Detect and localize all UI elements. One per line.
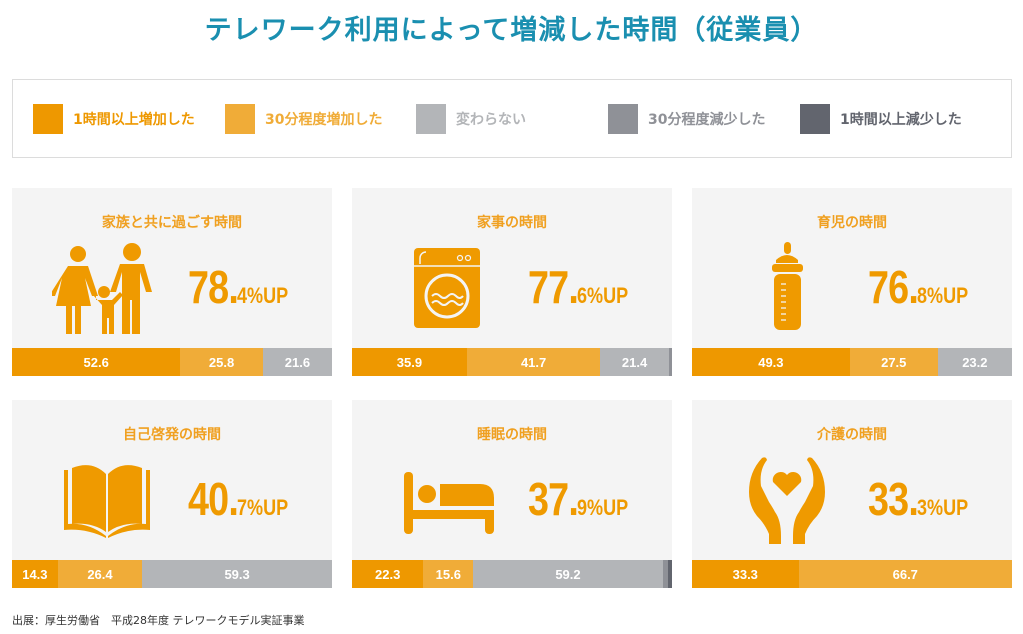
bar-seg-unchanged: 21.6 bbox=[262, 348, 332, 376]
bar-seg-decrease-1h bbox=[667, 560, 672, 588]
legend-item-increase-30m: 30分程度増加した bbox=[225, 104, 382, 134]
legend-label: 1時間以上増加した bbox=[73, 112, 195, 128]
legend-swatch bbox=[416, 104, 446, 134]
bar-seg-increase-30m: 15.6 bbox=[423, 560, 474, 588]
legend: 1時間以上増加した 30分程度増加した 変わらない 30分程度減少した 1時間以… bbox=[12, 79, 1012, 158]
card-housework-time: 家事の時間 77.6%UP 35.9 41.7 21.4 bbox=[352, 188, 672, 376]
legend-swatch bbox=[608, 104, 638, 134]
card-title: 家事の時間 bbox=[477, 215, 547, 231]
bar-seg-increase-1h: 22.3 bbox=[352, 560, 424, 588]
card-childcare-time: 育児の時間 76.8%UP 49.3 27.5 23.2 bbox=[692, 188, 1012, 376]
caring-hands-heart-icon bbox=[732, 454, 842, 546]
legend-label: 1時間以上減少した bbox=[840, 112, 962, 128]
source-note: 出展：厚生労働省 平成28年度 テレワークモデル実証事業 bbox=[12, 614, 305, 627]
card-sleep-time: 睡眠の時間 37.9%UP 22.3 15.6 59.2 bbox=[352, 400, 672, 588]
stat-value: 33.3%UP bbox=[868, 473, 969, 525]
card-nursing-care-time: 介護の時間 33.3%UP 33.3 66.7 bbox=[692, 400, 1012, 588]
bed-icon bbox=[392, 454, 502, 546]
bar-seg-decrease-30m bbox=[668, 348, 672, 376]
stat-value: 78.4%UP bbox=[188, 261, 289, 313]
stat-value: 37.9%UP bbox=[528, 473, 629, 525]
stacked-bar: 35.9 41.7 21.4 bbox=[352, 348, 672, 376]
legend-swatch bbox=[225, 104, 255, 134]
bar-seg-unchanged: 21.4 bbox=[600, 348, 669, 376]
stacked-bar: 33.3 66.7 bbox=[692, 560, 1012, 588]
card-family-time: 家族と共に過ごす時間 78.4%UP 52.6 25.8 21.6 bbox=[12, 188, 332, 376]
card-title: 介護の時間 bbox=[817, 427, 887, 443]
legend-label: 30分程度減少した bbox=[648, 112, 766, 128]
bar-seg-increase-1h: 35.9 bbox=[352, 348, 467, 376]
card-title: 自己啓発の時間 bbox=[123, 427, 221, 443]
legend-swatch bbox=[800, 104, 830, 134]
legend-label: 変わらない bbox=[456, 112, 526, 128]
legend-item-decrease-1h: 1時間以上減少した bbox=[800, 104, 962, 134]
stat-value: 77.6%UP bbox=[528, 261, 629, 313]
card-self-development-time: 自己啓発の時間 40.7%UP 14.3 26.4 59.3 bbox=[12, 400, 332, 588]
bar-seg-increase-1h: 52.6 bbox=[12, 348, 181, 376]
stacked-bar: 49.3 27.5 23.2 bbox=[692, 348, 1012, 376]
page-title: テレワーク利用によって増減した時間（従業員） bbox=[204, 15, 819, 46]
bar-seg-decrease-30m bbox=[662, 560, 668, 588]
card-title: 睡眠の時間 bbox=[477, 427, 547, 443]
family-icon bbox=[52, 242, 162, 334]
bar-seg-increase-1h: 14.3 bbox=[12, 560, 58, 588]
bar-seg-increase-30m: 66.7 bbox=[798, 560, 1012, 588]
bar-seg-increase-30m: 26.4 bbox=[57, 560, 143, 588]
legend-swatch bbox=[33, 104, 63, 134]
bar-seg-increase-1h: 49.3 bbox=[692, 348, 850, 376]
bar-seg-unchanged: 59.3 bbox=[142, 560, 332, 588]
legend-item-decrease-30m: 30分程度減少した bbox=[608, 104, 765, 134]
bar-seg-increase-30m: 27.5 bbox=[849, 348, 938, 376]
stacked-bar: 14.3 26.4 59.3 bbox=[12, 560, 332, 588]
washing-machine-icon bbox=[392, 242, 502, 334]
stat-value: 40.7%UP bbox=[188, 473, 289, 525]
stat-value: 76.8%UP bbox=[868, 261, 969, 313]
stacked-bar: 52.6 25.8 21.6 bbox=[12, 348, 332, 376]
bar-seg-unchanged: 59.2 bbox=[473, 560, 663, 588]
bar-seg-increase-1h: 33.3 bbox=[692, 560, 799, 588]
bar-seg-increase-30m: 25.8 bbox=[180, 348, 263, 376]
card-title: 家族と共に過ごす時間 bbox=[101, 215, 243, 231]
legend-label: 30分程度増加した bbox=[265, 112, 383, 128]
bar-seg-unchanged: 23.2 bbox=[937, 348, 1012, 376]
legend-item-increase-1h: 1時間以上増加した bbox=[33, 104, 195, 134]
open-book-icon bbox=[52, 454, 162, 546]
card-title: 育児の時間 bbox=[817, 215, 887, 231]
bar-seg-increase-30m: 41.7 bbox=[466, 348, 601, 376]
stacked-bar: 22.3 15.6 59.2 bbox=[352, 560, 672, 588]
legend-item-unchanged: 変わらない bbox=[416, 104, 526, 134]
baby-bottle-icon bbox=[732, 242, 842, 334]
